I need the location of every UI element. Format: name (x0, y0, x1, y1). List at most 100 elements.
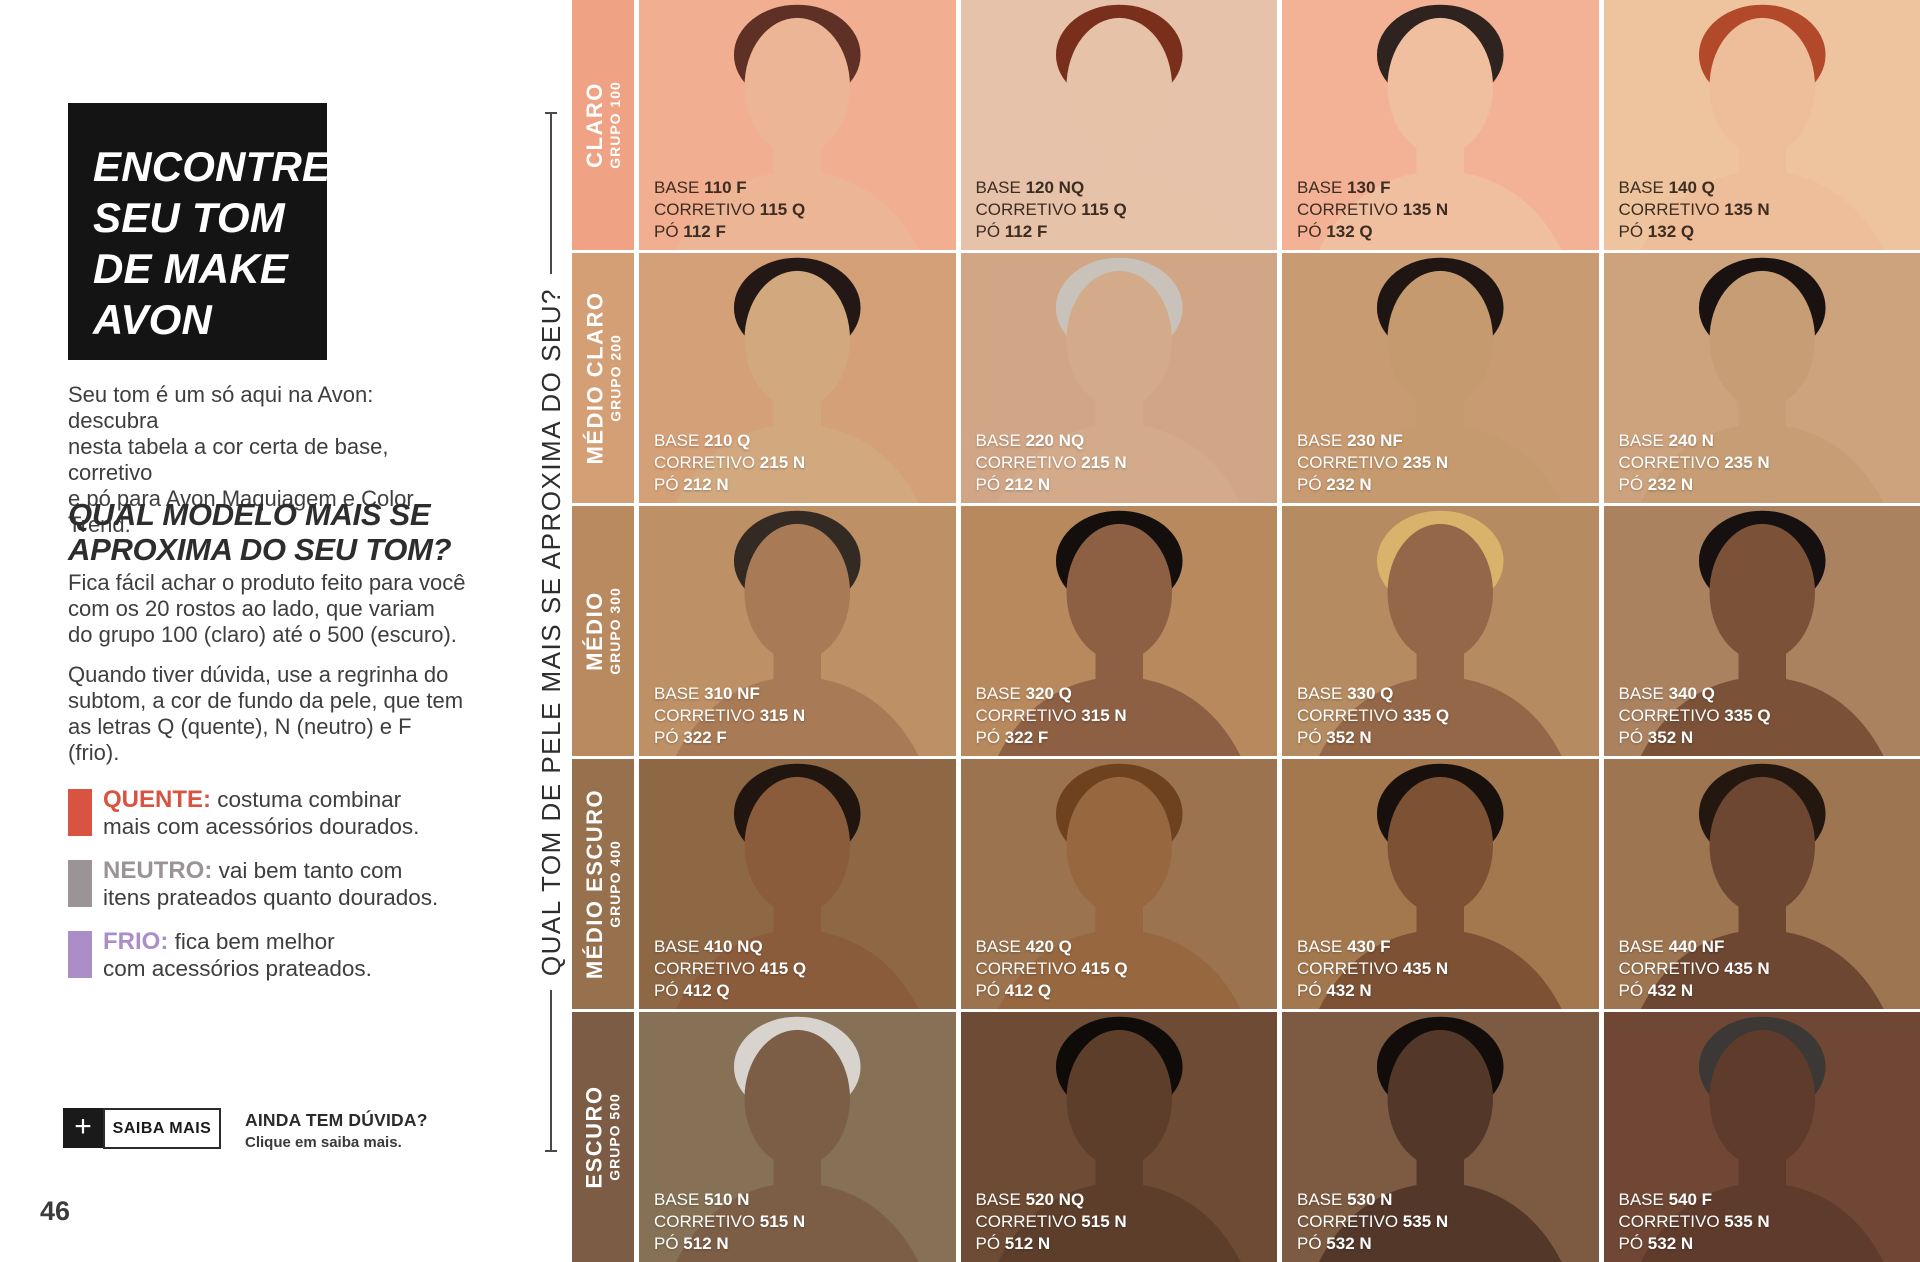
po-line: PÓ 432 N (1297, 981, 1372, 1000)
po-line: PÓ 212 N (654, 475, 729, 494)
head-shape (1066, 17, 1172, 156)
head-shape (1066, 776, 1172, 915)
shoulders-shape (997, 929, 1241, 1009)
corretivo-line: CORRETIVO 335 Q (1297, 706, 1450, 725)
po-line: PÓ 112 F (975, 222, 1048, 241)
question-heading: QUAL MODELO MAIS SE APROXIMA DO SEU TOM? (68, 497, 452, 567)
corretivo-line: CORRETIVO 135 N (1618, 200, 1770, 219)
shade-label: BASE 310 NF CORRETIVO 315 N PÓ 322 F (654, 683, 805, 749)
shoulders-shape (1318, 423, 1562, 503)
po-line: PÓ 512 N (654, 1234, 729, 1253)
corretivo-line: CORRETIVO 435 N (1618, 959, 1770, 978)
base-line: BASE 330 Q (1297, 684, 1394, 703)
model-photo (997, 1016, 1241, 1262)
model-photo (1640, 1016, 1884, 1262)
legend-label: FRIO: (103, 928, 169, 955)
shade-label: BASE 220 NQ CORRETIVO 215 N PÓ 212 N (976, 430, 1127, 496)
quente-color-swatch (68, 789, 92, 836)
head-shape (1066, 270, 1172, 409)
saiba-mais-button[interactable]: + SAIBA MAIS (63, 1108, 221, 1149)
corretivo-line: CORRETIVO 115 Q (975, 200, 1127, 219)
saiba-mais-label[interactable]: SAIBA MAIS (103, 1108, 221, 1149)
model-cell-grupo-300-4: BASE 340 Q CORRETIVO 335 Q PÓ 352 N (1603, 506, 1920, 756)
model-photo (1318, 1016, 1562, 1262)
legend-item-quente: QUENTE: costuma combinar mais com acessó… (68, 786, 468, 840)
po-line: PÓ 432 N (1618, 981, 1694, 1000)
shade-label: BASE 120 NQ CORRETIVO 115 Q PÓ 112 F (976, 177, 1127, 243)
legend-text: NEUTRO: vai bem tanto com itens prateado… (103, 857, 439, 910)
base-line: BASE 520 NQ (975, 1190, 1085, 1209)
plus-icon[interactable]: + (63, 1108, 103, 1148)
base-line: BASE 430 F (1297, 937, 1391, 956)
corretivo-line: CORRETIVO 535 N (1297, 1212, 1449, 1231)
po-line: PÓ 512 N (975, 1234, 1051, 1253)
head-shape (1066, 1029, 1172, 1168)
group-name: CLARO (582, 82, 607, 168)
neutro-color-swatch (68, 860, 92, 907)
corretivo-line: CORRETIVO 435 N (1297, 959, 1449, 978)
corretivo-line: CORRETIVO 315 N (975, 706, 1127, 725)
model-cell-grupo-100-4: BASE 140 Q CORRETIVO 135 N PÓ 132 Q (1603, 0, 1920, 250)
head-shape (1387, 17, 1493, 156)
group-name: ESCURO (582, 1085, 607, 1189)
page-title: ENCONTRE SEU TOM DE MAKE AVON (93, 143, 331, 343)
model-cell-grupo-200-4: BASE 240 N CORRETIVO 235 N PÓ 232 N (1603, 253, 1920, 503)
corretivo-line: CORRETIVO 415 Q (654, 959, 807, 978)
model-photo (1640, 257, 1884, 503)
corretivo-line: CORRETIVO 335 Q (1618, 706, 1771, 725)
corretivo-line: CORRETIVO 115 Q (654, 200, 806, 219)
base-line: BASE 510 N (654, 1190, 750, 1209)
model-photo (997, 257, 1241, 503)
model-cell-grupo-500-4: BASE 540 F CORRETIVO 535 N PÓ 532 N (1603, 1012, 1920, 1262)
po-line: PÓ 532 N (1618, 1234, 1694, 1253)
po-line: PÓ 322 F (975, 728, 1049, 747)
shade-label: BASE 230 NF CORRETIVO 235 N PÓ 232 N (1297, 430, 1448, 496)
shoulders-shape (675, 1182, 919, 1262)
shoulders-shape (1640, 676, 1884, 756)
group-label-strip: CLARO GRUPO 100 (572, 0, 634, 250)
base-line: BASE 110 F (654, 178, 747, 197)
head-shape (1387, 270, 1493, 409)
shoulders-shape (1640, 423, 1884, 503)
frio-color-swatch (68, 931, 92, 978)
explanation-paragraph: Fica fácil achar o produto feito para vo… (68, 570, 466, 647)
base-line: BASE 420 Q (975, 937, 1072, 956)
head-shape (744, 1029, 850, 1168)
shade-label: BASE 530 N CORRETIVO 535 N PÓ 532 N (1297, 1189, 1448, 1255)
shoulders-shape (1318, 1182, 1562, 1262)
shade-label: BASE 430 F CORRETIVO 435 N PÓ 432 N (1297, 936, 1448, 1002)
model-cell-grupo-200-1: BASE 210 Q CORRETIVO 215 N PÓ 212 N (639, 253, 956, 503)
model-cell-grupo-100-2: BASE 120 NQ CORRETIVO 115 Q PÓ 112 F (960, 0, 1277, 250)
corretivo-line: CORRETIVO 315 N (654, 706, 806, 725)
legend-item-frio: FRIO: fica bem melhor com acessórios pra… (68, 928, 468, 982)
corretivo-line: CORRETIVO 515 N (654, 1212, 806, 1231)
head-shape (1387, 523, 1493, 662)
model-cell-grupo-400-1: BASE 410 NQ CORRETIVO 415 Q PÓ 412 Q (639, 759, 956, 1009)
corretivo-line: CORRETIVO 515 N (975, 1212, 1127, 1231)
head-shape (1709, 17, 1815, 156)
model-cell-grupo-400-4: BASE 440 NF CORRETIVO 435 N PÓ 432 N (1603, 759, 1920, 1009)
base-line: BASE 310 NF (654, 684, 760, 703)
shoulders-shape (1640, 170, 1884, 250)
shoulders-shape (997, 1182, 1241, 1262)
corretivo-line: CORRETIVO 215 N (975, 453, 1127, 472)
model-cell-grupo-300-1: BASE 310 NF CORRETIVO 315 N PÓ 322 F (639, 506, 956, 756)
model-photo (1640, 763, 1884, 1009)
corretivo-line: CORRETIVO 535 N (1618, 1212, 1770, 1231)
po-line: PÓ 232 N (1618, 475, 1694, 494)
base-line: BASE 210 Q (654, 431, 751, 450)
corretivo-line: CORRETIVO 215 N (654, 453, 806, 472)
head-shape (1709, 270, 1815, 409)
group-number: GRUPO 300 (607, 587, 623, 675)
shoulders-shape (675, 423, 919, 503)
legend-label: NEUTRO: (103, 857, 213, 884)
group-label: CLARO GRUPO 100 (582, 81, 623, 169)
corretivo-line: CORRETIVO 135 N (1297, 200, 1449, 219)
base-line: BASE 220 NQ (975, 431, 1085, 450)
po-line: PÓ 112 F (654, 222, 726, 241)
shade-label: BASE 410 NQ CORRETIVO 415 Q PÓ 412 Q (654, 936, 806, 1002)
model-photo (675, 510, 919, 756)
base-line: BASE 410 NQ (654, 937, 763, 956)
group-label: MÉDIO GRUPO 300 (582, 587, 623, 675)
